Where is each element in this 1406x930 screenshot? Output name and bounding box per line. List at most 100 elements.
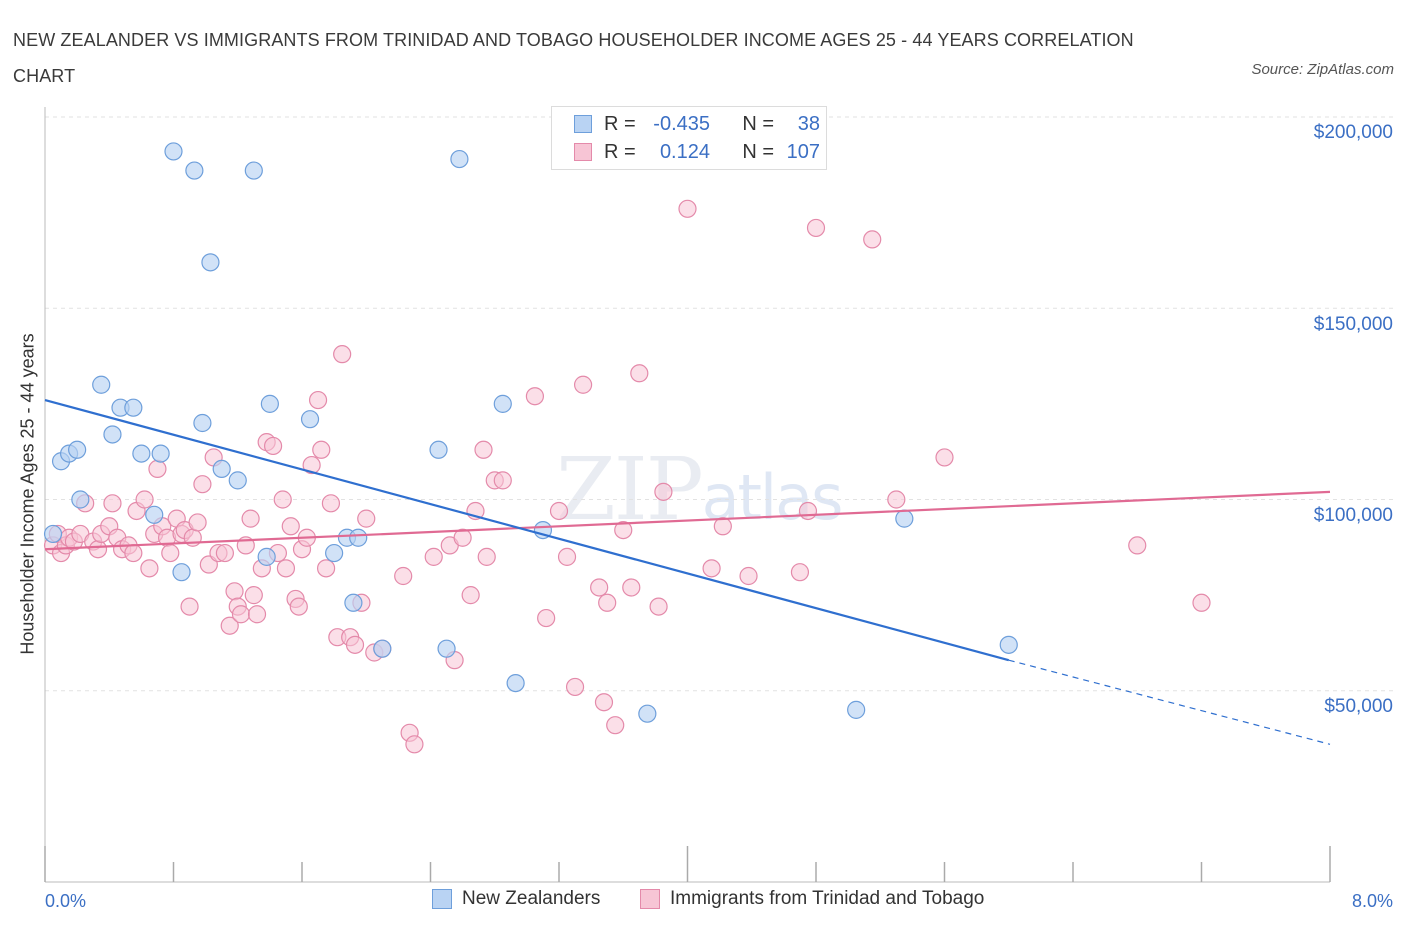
point-trinidad-107 <box>1192 593 1211 612</box>
point-new-zealanders-8 <box>124 398 143 417</box>
series-legend: New Zealanders Immigrants from Trinidad … <box>0 888 1406 916</box>
point-trinidad-83 <box>549 501 569 521</box>
point-new-zealanders-37 <box>999 635 1018 654</box>
point-trinidad-41 <box>241 509 260 528</box>
point-new-zealanders-25 <box>344 593 363 612</box>
point-trinidad-63 <box>345 635 365 654</box>
point-new-zealanders-19 <box>244 161 263 180</box>
point-trinidad-49 <box>276 559 296 578</box>
legend-swatch-pink <box>574 143 592 161</box>
point-trinidad-86 <box>573 375 593 394</box>
point-trinidad-97 <box>702 559 721 578</box>
point-new-zealanders-14 <box>185 161 204 180</box>
point-trinidad-77 <box>474 440 493 459</box>
point-trinidad-90 <box>614 520 633 540</box>
point-trinidad-102 <box>806 218 826 238</box>
point-new-zealanders-21 <box>260 394 279 413</box>
point-new-zealanders-27 <box>373 639 392 658</box>
point-trinidad-99 <box>739 566 758 586</box>
point-trinidad-58 <box>316 559 336 578</box>
legend-row-new-zealanders: R = -0.435 N = 38 <box>574 111 820 137</box>
point-trinidad-35 <box>215 543 234 563</box>
point-new-zealanders-4 <box>71 490 90 509</box>
point-trinidad-74 <box>453 528 472 547</box>
point-trinidad-50 <box>281 517 300 536</box>
point-trinidad-31 <box>193 475 212 494</box>
legend-label: New Zealanders <box>462 888 601 909</box>
legend-n-value: 107 <box>786 140 820 163</box>
point-trinidad-71 <box>424 547 443 566</box>
y-tick-label-100k: $100,000 <box>1313 505 1393 526</box>
point-trinidad-16 <box>124 543 143 563</box>
legend-r-label: R = <box>604 112 636 135</box>
point-trinidad-46 <box>263 436 283 456</box>
point-new-zealanders-0 <box>43 524 63 544</box>
point-trinidad-101 <box>798 501 818 521</box>
point-trinidad-52 <box>289 597 308 616</box>
point-trinidad-55 <box>302 455 321 475</box>
trendline-new-zealanders <box>44 398 1010 662</box>
point-new-zealanders-35 <box>847 700 866 719</box>
point-trinidad-68 <box>394 566 413 586</box>
point-new-zealanders-3 <box>68 440 87 459</box>
point-trinidad-81 <box>525 387 545 406</box>
point-new-zealanders-20 <box>257 547 276 566</box>
point-trinidad-94 <box>649 597 668 616</box>
point-trinidad-39 <box>231 605 251 624</box>
point-trinidad-37 <box>225 582 244 601</box>
point-trinidad-95 <box>654 482 673 501</box>
point-new-zealanders-28 <box>429 440 448 459</box>
point-new-zealanders-12 <box>164 142 183 161</box>
point-new-zealanders-31 <box>493 394 512 413</box>
legend-item-trinidad[interactable]: Immigrants from Trinidad and Tobago <box>640 888 984 910</box>
point-new-zealanders-18 <box>228 471 247 490</box>
point-trinidad-56 <box>308 390 328 410</box>
point-new-zealanders-23 <box>325 543 344 563</box>
point-trinidad-43 <box>247 605 267 624</box>
point-trinidad-12 <box>103 494 122 513</box>
point-new-zealanders-30 <box>450 149 469 169</box>
point-trinidad-91 <box>606 716 625 735</box>
point-new-zealanders-5 <box>92 375 111 394</box>
point-new-zealanders-34 <box>638 704 657 723</box>
point-trinidad-105 <box>935 448 954 467</box>
point-trinidad-104 <box>887 490 906 509</box>
point-trinidad-21 <box>148 459 167 478</box>
legend-swatch-blue <box>574 115 592 133</box>
point-trinidad-92 <box>622 578 641 597</box>
point-trinidad-96 <box>678 199 697 218</box>
legend-item-new-zealanders[interactable]: New Zealanders <box>432 888 600 910</box>
y-axis-title: Householder Income Ages 25 - 44 years <box>17 333 38 655</box>
chart-title: NEW ZEALANDER VS IMMIGRANTS FROM TRINIDA… <box>13 30 1134 86</box>
point-new-zealanders-13 <box>172 563 191 582</box>
x-axis-max-label: 8.0% <box>1351 891 1393 911</box>
point-trinidad-36 <box>220 616 239 635</box>
point-trinidad-84 <box>557 547 577 566</box>
legend-swatch-blue <box>432 889 452 909</box>
point-new-zealanders-9 <box>132 444 151 463</box>
point-trinidad-80 <box>493 471 512 490</box>
point-new-zealanders-17 <box>212 459 231 478</box>
y-tick-label-200k: $200,000 <box>1313 122 1393 143</box>
legend-row-trinidad: R = 0.124 N = 107 <box>574 139 820 165</box>
point-trinidad-18 <box>135 490 154 509</box>
legend-n-label: N = <box>742 140 774 163</box>
point-new-zealanders-36 <box>895 509 914 528</box>
point-trinidad-88 <box>594 693 614 712</box>
point-trinidad-82 <box>537 608 556 628</box>
point-trinidad-19 <box>140 559 159 578</box>
point-new-zealanders-29 <box>437 639 456 658</box>
point-trinidad-75 <box>461 586 480 605</box>
point-trinidad-103 <box>863 230 882 249</box>
legend-n-label: N = <box>742 112 774 135</box>
source-label: Source: ZipAtlas.com <box>1251 61 1394 78</box>
point-trinidad-28 <box>180 597 199 616</box>
point-trinidad-24 <box>161 543 180 563</box>
point-trinidad-70 <box>405 735 424 754</box>
point-trinidad-61 <box>333 345 352 364</box>
point-new-zealanders-32 <box>506 673 525 693</box>
y-tick-label-150k: $150,000 <box>1313 314 1393 335</box>
x-axis-min-label: 0.0% <box>45 891 87 911</box>
y-tick-label-50k: $50,000 <box>1324 696 1393 717</box>
